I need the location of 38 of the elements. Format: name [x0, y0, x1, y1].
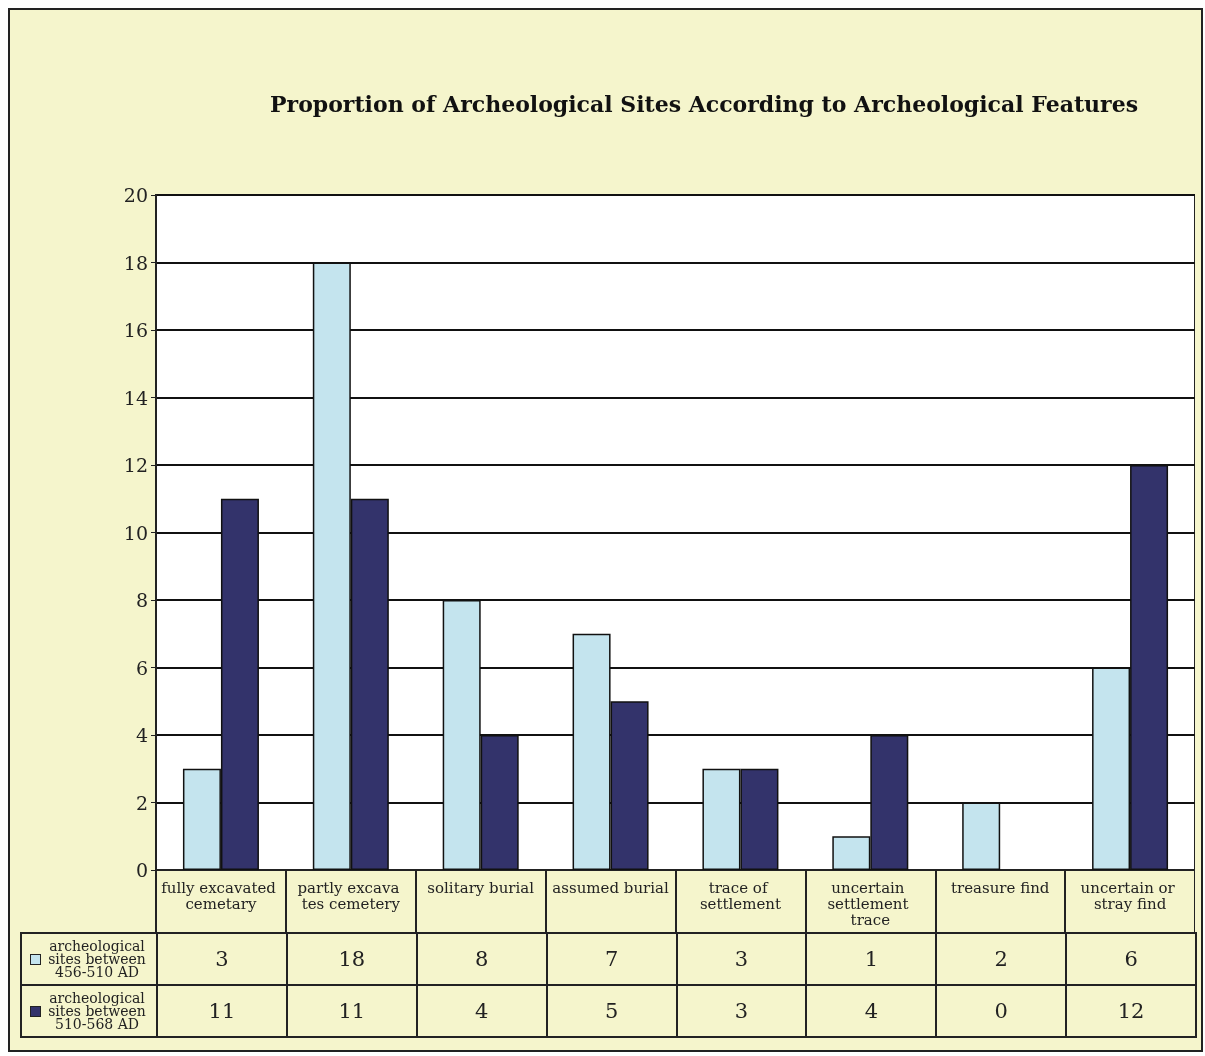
y-tick-label: 4	[135, 724, 148, 746]
data-label: 11	[157, 985, 287, 1037]
chart-title: Proportion of Archeological Sites According to Archeological Features	[270, 91, 1139, 117]
data-label: 18	[286, 933, 417, 985]
data-label: 3	[676, 985, 807, 1037]
data-label: 7	[546, 933, 677, 985]
legend-label: archeological sites between 510-568 AD	[47, 989, 147, 1032]
data-label: 12	[1066, 985, 1196, 1037]
data-label: 3	[157, 933, 287, 985]
data-label: 1	[806, 933, 937, 985]
data-label: 11	[286, 985, 417, 1037]
y-tick-label: 12	[123, 454, 148, 476]
data-label: 0	[936, 985, 1067, 1037]
data-label: 6	[1066, 933, 1196, 985]
data-label: 4	[416, 985, 547, 1037]
x-tick-label: partly excava tes cemetery	[297, 879, 405, 913]
y-tick-label: 8	[135, 589, 148, 611]
x-tick-label: uncertain settlement trace	[827, 879, 914, 929]
y-tick-label: 18	[123, 251, 148, 274]
legend-label: archeological sites between 456-510 AD	[47, 937, 147, 980]
data-label: 4	[806, 985, 937, 1037]
data-label: 8	[416, 933, 547, 985]
y-tick-label: 16	[123, 319, 148, 341]
y-tick-label: 10	[123, 521, 148, 544]
x-tick-label: assumed burial	[552, 879, 669, 897]
x-tick-label: trace of settlement	[699, 879, 781, 913]
data-label: 2	[936, 933, 1067, 985]
data-label: 3	[676, 933, 807, 985]
x-tick-label: treasure find	[950, 879, 1050, 897]
x-tick-label: solitary burial	[427, 879, 535, 897]
data-label: 5	[546, 985, 677, 1037]
y-tick-label: 14	[123, 386, 148, 409]
x-tick-label: fully excavated cemetary	[161, 879, 281, 913]
y-tick-label: 6	[135, 656, 148, 679]
y-tick-label: 20	[123, 184, 148, 206]
y-tick-label: 2	[135, 791, 148, 814]
x-tick-label: uncertain or stray find	[1080, 879, 1180, 913]
y-tick-label: 0	[135, 859, 148, 881]
